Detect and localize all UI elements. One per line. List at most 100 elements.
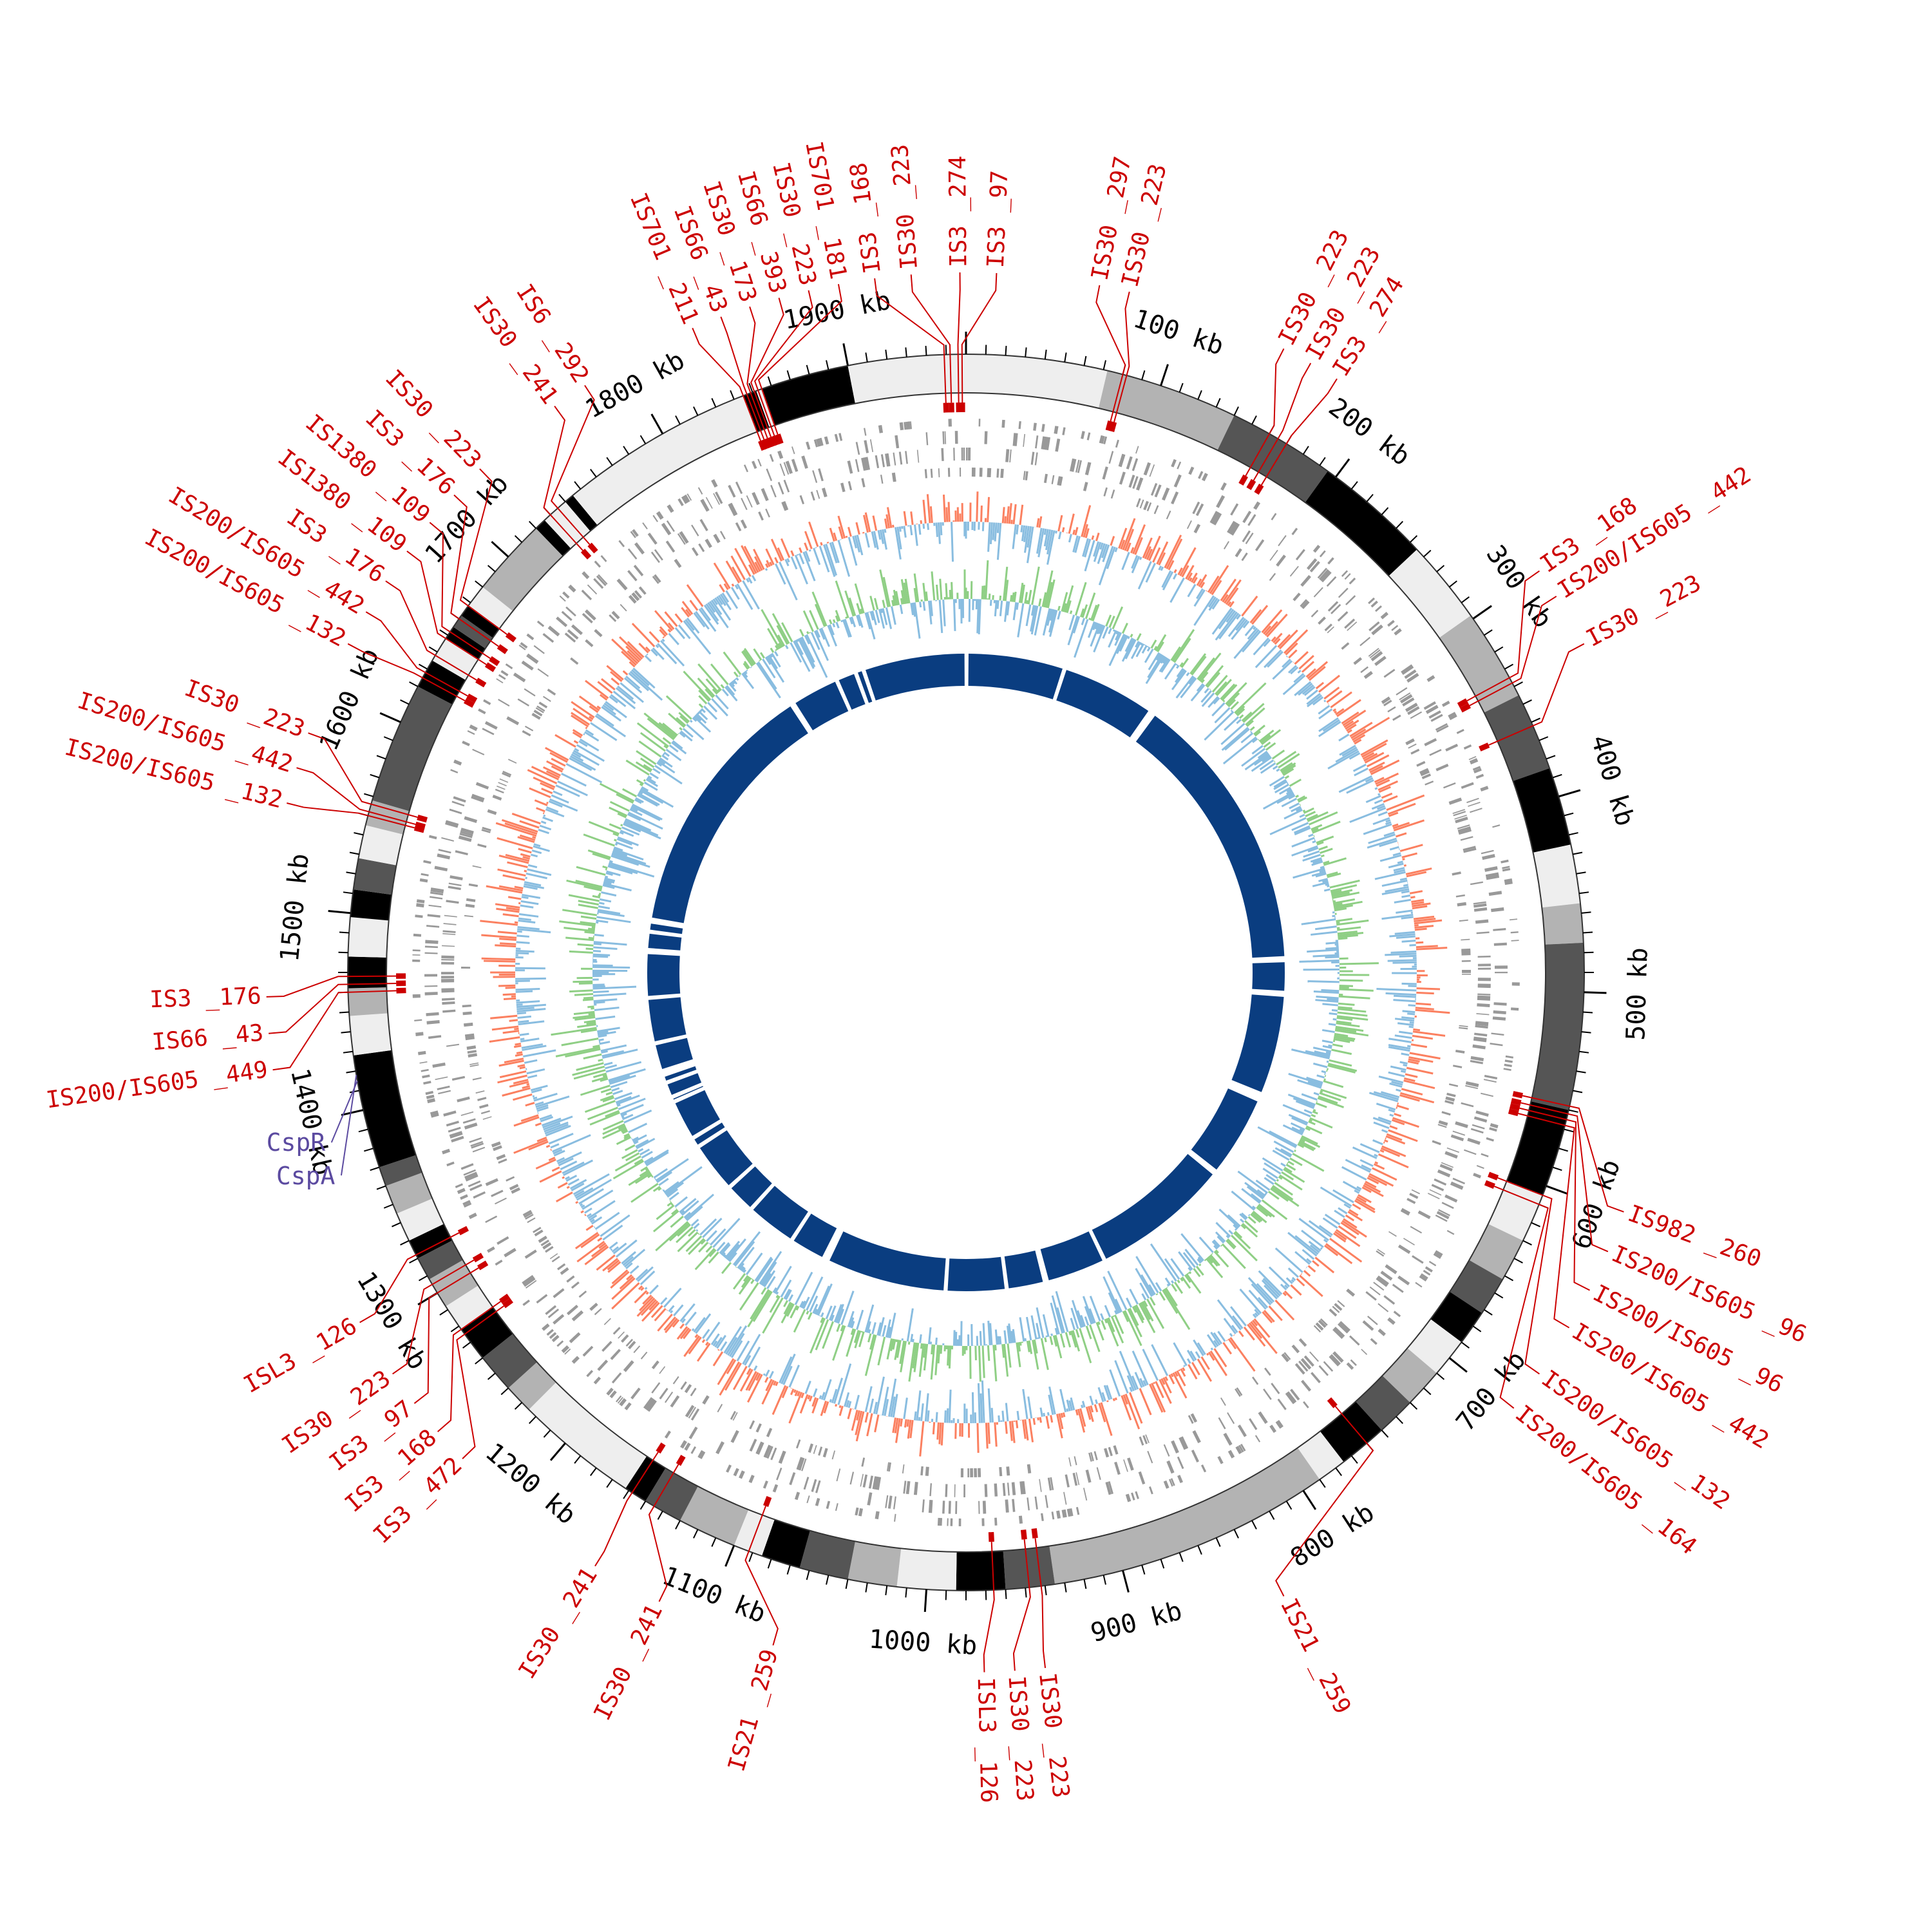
cds-feature — [513, 672, 526, 683]
gc-content-bin — [498, 885, 523, 892]
gc-skew-bin — [1046, 609, 1053, 626]
gc-skew-bin — [665, 748, 682, 762]
cds-feature — [587, 584, 598, 595]
gc-skew-bin — [913, 1343, 920, 1372]
gc-content-bin — [530, 1084, 548, 1092]
gc-skew-bin — [605, 1110, 620, 1118]
gc-skew-bin — [1272, 765, 1278, 770]
gc-content-bin — [1363, 753, 1378, 762]
gc-skew-bin — [856, 603, 862, 615]
gc-content-bin — [736, 1340, 750, 1361]
gc-skew-bin — [1012, 1329, 1016, 1343]
cds-feature — [547, 688, 556, 696]
ideogram-band — [350, 889, 392, 921]
cds-feature — [1034, 452, 1038, 466]
cds-feature — [1056, 1510, 1061, 1519]
gc-content-bin — [1356, 1196, 1367, 1203]
cds-feature — [468, 1053, 478, 1058]
gc-content-bin — [533, 845, 550, 852]
cds-feature — [1370, 650, 1383, 661]
gc-skew-bin — [1242, 1222, 1258, 1238]
gc-skew-bin — [712, 1218, 741, 1248]
gc-skew-bin — [1042, 608, 1051, 636]
cds-feature — [670, 1395, 680, 1408]
cds-feature — [672, 1376, 679, 1385]
gc-content-bin — [515, 1043, 522, 1046]
cds-feature — [1397, 1275, 1410, 1285]
cds-feature — [910, 421, 913, 430]
gc-skew-bin — [589, 1112, 620, 1126]
gc-content-bin — [1006, 506, 1010, 524]
gc-content-bin — [663, 1316, 676, 1331]
gc-content-bin — [1008, 503, 1012, 524]
cds-feature — [1255, 1435, 1261, 1443]
gc-skew-bin — [573, 980, 593, 983]
ideogram-band — [349, 1013, 392, 1056]
gc-content-bin — [507, 861, 528, 869]
gc-content-bin — [1280, 1283, 1287, 1291]
gc-content-bin — [497, 1074, 527, 1084]
gc-content-bin — [1207, 575, 1220, 593]
gc-content-bin — [550, 1143, 560, 1149]
gc-content-bin — [1081, 505, 1092, 537]
gc-content-bin — [769, 562, 773, 566]
gc-content-bin — [1372, 817, 1390, 826]
contig-block — [667, 1073, 702, 1095]
ideogram-band — [347, 956, 387, 989]
cds-feature — [928, 1500, 933, 1513]
gc-content-bin — [761, 1379, 775, 1405]
gc-skew-bin — [1296, 807, 1302, 812]
gc-skew-bin — [1331, 891, 1350, 898]
gc-content-bin — [612, 1242, 627, 1255]
gc-skew-bin — [698, 1242, 709, 1253]
gc-skew-bin — [1336, 1022, 1360, 1028]
gc-skew-bin — [1280, 1148, 1293, 1157]
gc-skew-bin — [622, 1113, 634, 1121]
gc-skew-bin — [679, 732, 686, 738]
gc-skew-bin — [600, 1088, 612, 1094]
cds-feature — [1455, 1049, 1465, 1054]
gc-content-bin — [987, 1423, 990, 1444]
gc-skew-bin — [747, 1290, 772, 1328]
gc-content-bin — [580, 1203, 583, 1207]
gc-content-bin — [948, 1389, 952, 1423]
cds-feature — [493, 1145, 502, 1151]
gc-skew-bin — [849, 617, 853, 625]
cds-feature — [1255, 539, 1265, 551]
gc-content-bin — [486, 885, 523, 894]
cds-feature — [893, 472, 896, 482]
gc-skew-bin — [602, 866, 608, 869]
cds-feature — [652, 515, 658, 522]
gc-skew-bin — [1264, 1162, 1282, 1175]
cds-feature — [609, 1390, 617, 1399]
cds-feature — [466, 1045, 477, 1050]
gc-content-bin — [1153, 1381, 1155, 1385]
contig-ring — [647, 654, 1285, 1292]
gc-skew-bin — [665, 1166, 703, 1195]
cds-feature — [966, 448, 968, 461]
cds-feature — [1086, 432, 1091, 440]
gc-content-bin — [882, 529, 887, 550]
gc-skew-bin — [1234, 1228, 1237, 1231]
gc-content-bin — [1124, 529, 1135, 551]
cds-feature — [690, 1446, 697, 1454]
cds-feature — [1224, 541, 1229, 550]
cds-feature — [1198, 471, 1204, 479]
gc-skew-bin — [867, 1329, 871, 1334]
cds-feature — [542, 632, 554, 643]
gc-content-bin — [1253, 626, 1256, 630]
contig-block — [838, 674, 866, 710]
gc-content-bin — [520, 1114, 539, 1122]
gc-content-bin — [713, 562, 731, 589]
gc-skew-bin — [598, 1038, 604, 1041]
gc-content-bin — [725, 560, 741, 583]
gc-content-bin — [799, 553, 805, 565]
gc-skew-bin — [1227, 699, 1236, 708]
cds-feature — [471, 793, 485, 801]
cds-feature — [733, 1468, 739, 1477]
minor-tick — [767, 376, 772, 386]
gc-content-bin — [650, 649, 658, 657]
major-tick — [650, 413, 664, 435]
gc-content-bin — [1217, 1331, 1226, 1342]
cds-feature — [984, 1484, 988, 1497]
